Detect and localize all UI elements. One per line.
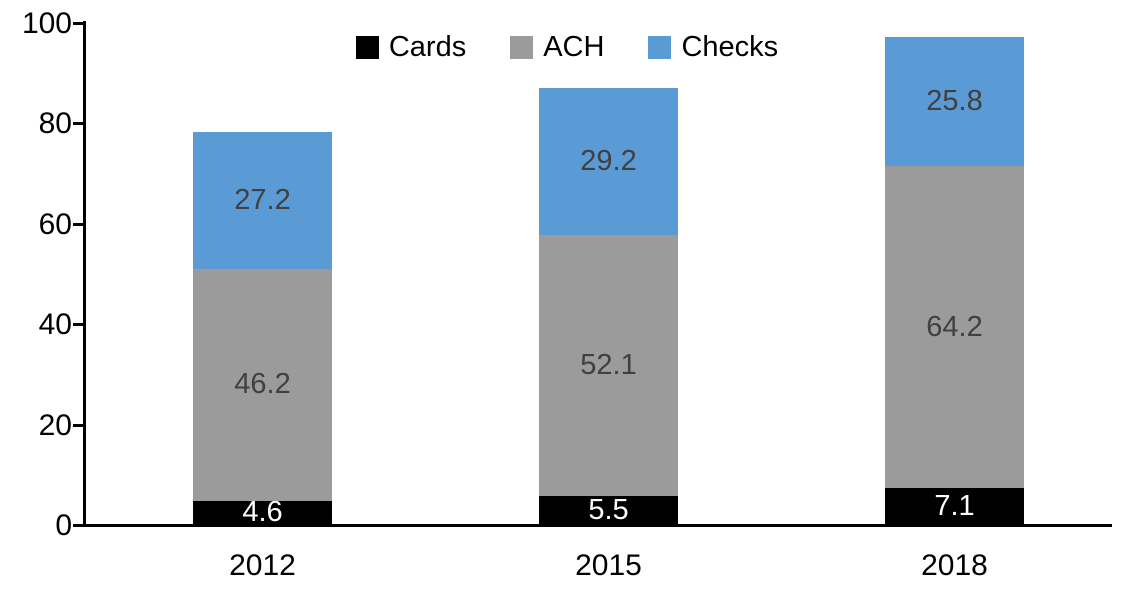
- y-tick: [73, 424, 83, 427]
- data-label-checks-2012: 27.2: [234, 184, 291, 217]
- y-tick: [73, 22, 83, 25]
- data-label-ach-2012: 46.2: [234, 368, 291, 401]
- y-tick: [73, 122, 83, 125]
- data-label-checks-2015: 29.2: [580, 145, 637, 178]
- legend-item-checks: Checks: [648, 33, 778, 62]
- bar-segment-ach-2015: 52.1: [539, 234, 678, 497]
- data-label-cards-2018: 7.1: [934, 489, 975, 522]
- x-axis-line: [83, 524, 1112, 527]
- data-label-ach-2015: 52.1: [580, 349, 637, 382]
- y-axis-line: [83, 21, 86, 527]
- legend-label-checks: Checks: [681, 31, 779, 63]
- bar-segment-ach-2018: 64.2: [885, 166, 1024, 489]
- legend-item-ach: ACH: [510, 33, 604, 62]
- y-tick: [73, 323, 83, 326]
- legend-swatch-cards: [355, 36, 379, 59]
- legend-label-cards: Cards: [388, 31, 467, 63]
- y-tick: [73, 223, 83, 226]
- data-label-cards-2015: 5.5: [588, 493, 629, 526]
- legend-swatch-ach: [510, 36, 534, 59]
- y-tick-label: 100: [21, 7, 72, 40]
- bar-segment-cards-2018: 7.1: [885, 488, 1024, 524]
- legend-item-cards: Cards: [355, 31, 467, 63]
- x-category-label-2018: 2018: [921, 549, 988, 582]
- bar-segment-checks-2012: 27.2: [193, 132, 332, 269]
- y-tick-label: 40: [38, 308, 72, 341]
- y-tick-label: 60: [38, 208, 72, 241]
- y-tick-label: 80: [38, 107, 72, 140]
- data-label-ach-2018: 64.2: [926, 310, 983, 343]
- y-tick: [73, 524, 83, 527]
- bar-segment-checks-2015: 29.2: [539, 88, 678, 235]
- bar-segment-checks-2018: 25.8: [885, 36, 1024, 167]
- data-label-cards-2012: 4.6: [242, 495, 283, 528]
- bar-segment-cards-2015: 5.5: [539, 493, 678, 526]
- x-category-label-2015: 2015: [575, 549, 642, 582]
- bar-segment-cards-2012: 4.6: [193, 495, 332, 528]
- data-label-checks-2018: 25.8: [926, 84, 983, 117]
- y-tick-label: 0: [55, 509, 72, 542]
- legend-swatch-checks: [648, 36, 672, 59]
- x-category-label-2012: 2012: [229, 549, 296, 582]
- chart-legend: Cards ACH Checks: [0, 33, 1134, 62]
- legend-label-ach: ACH: [543, 31, 605, 63]
- y-tick-label: 20: [38, 409, 72, 442]
- bar-segment-ach-2012: 46.2: [193, 268, 332, 501]
